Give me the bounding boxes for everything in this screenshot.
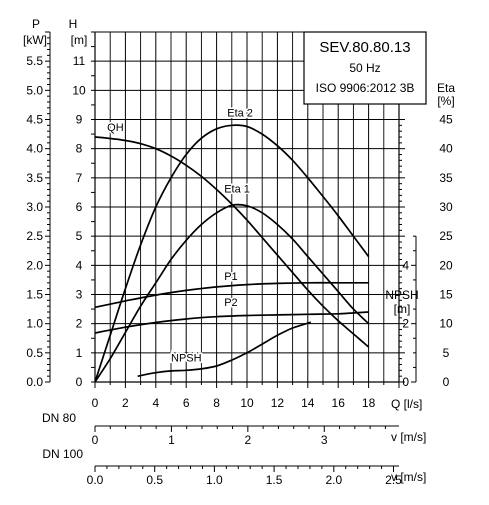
eta-tick-label: 35 xyxy=(439,171,453,185)
eta-tick-label: 15 xyxy=(439,288,453,302)
p-tick-label: 0.5 xyxy=(26,346,43,360)
eta-tick-label: 5 xyxy=(443,346,450,360)
q-tick-label: 10 xyxy=(240,396,254,410)
p-axis-unit: [kW] xyxy=(23,33,47,47)
p-tick-label: 4.0 xyxy=(26,142,43,156)
info-frequency: 50 Hz xyxy=(349,61,380,75)
q-tick-label: 4 xyxy=(152,396,159,410)
velocity-tick-label: 2.0 xyxy=(325,473,342,487)
h-tick-label: 10 xyxy=(72,83,86,97)
p-tick-label: 1.5 xyxy=(26,288,43,302)
curve-label-p1: P1 xyxy=(224,271,237,283)
dn80-label: DN 80 xyxy=(42,411,76,425)
velocity-tick-label: 1.0 xyxy=(206,473,223,487)
q-tick-label: 12 xyxy=(271,396,285,410)
velocity-tick-label: 0.5 xyxy=(146,473,163,487)
npsh-axis-unit: [m] xyxy=(394,302,411,316)
q-tick-label: 6 xyxy=(183,396,190,410)
velocity-tick-label: 0 xyxy=(92,433,99,447)
h-tick-label: 8 xyxy=(76,142,83,156)
h-tick-label: 6 xyxy=(76,200,83,214)
curve-label-eta-1: Eta 1 xyxy=(224,183,250,195)
eta-tick-label: 10 xyxy=(439,317,453,331)
p-tick-label: 2.5 xyxy=(26,229,43,243)
q-tick-label: 8 xyxy=(213,396,220,410)
info-model: SEV.80.80.13 xyxy=(319,39,410,56)
eta-tick-label: 30 xyxy=(439,200,453,214)
p-tick-label: 5.0 xyxy=(26,83,43,97)
q-tick-label: 2 xyxy=(122,396,129,410)
p-tick-label: 2.0 xyxy=(26,258,43,272)
velocity-tick-label: 2 xyxy=(244,433,251,447)
q-tick-label: 18 xyxy=(362,396,376,410)
npsh-tick-label: 0 xyxy=(402,375,409,389)
dn100-velocity-label: v [m/s] xyxy=(391,470,426,484)
curve-eta-1 xyxy=(94,203,370,383)
curve-label-npsh: NPSH xyxy=(171,353,202,365)
p-tick-label: 3.5 xyxy=(26,171,43,185)
curve-label-qh: QH xyxy=(107,122,124,134)
eta-axis-title: Eta xyxy=(437,81,455,95)
h-tick-label: 7 xyxy=(76,171,83,185)
h-tick-label: 5 xyxy=(76,229,83,243)
h-axis-unit: [m] xyxy=(71,33,88,47)
h-tick-label: 1 xyxy=(76,346,83,360)
p-tick-label: 0.0 xyxy=(26,375,43,389)
velocity-tick-label: 1 xyxy=(168,433,175,447)
eta-tick-label: 40 xyxy=(439,142,453,156)
velocity-tick-label: 0.0 xyxy=(87,473,104,487)
eta-tick-label: 0 xyxy=(443,375,450,389)
curve-p1 xyxy=(94,281,369,309)
h-tick-label: 9 xyxy=(76,113,83,127)
npsh-tick-label: 4 xyxy=(402,258,409,272)
h-tick-label: 11 xyxy=(73,54,86,68)
velocity-tick-label: 1.5 xyxy=(266,473,283,487)
curve-npsh xyxy=(137,321,312,378)
curve-label-p2: P2 xyxy=(224,297,237,309)
axes: 0.00.51.01.52.02.53.03.54.04.55.05.50123… xyxy=(26,31,453,487)
info-standard: ISO 9906:2012 3B xyxy=(316,81,415,95)
eta-tick-label: 20 xyxy=(439,258,453,272)
q-tick-label: 0 xyxy=(92,396,99,410)
curve-p2 xyxy=(94,311,369,334)
p-tick-label: 3.0 xyxy=(26,200,43,214)
dn100-label: DN 100 xyxy=(42,447,83,461)
grid xyxy=(94,31,400,383)
info-box: SEV.80.80.13 50 Hz ISO 9906:2012 3B xyxy=(303,31,427,105)
p-tick-label: 4.5 xyxy=(26,113,43,127)
q-tick-label: 16 xyxy=(332,396,346,410)
eta-tick-label: 45 xyxy=(439,113,453,127)
npsh-axis-title: NPSH xyxy=(385,288,418,302)
q-axis-label: Q [l/s] xyxy=(391,397,422,411)
p-tick-label: 1.0 xyxy=(26,317,43,331)
eta-tick-label: 25 xyxy=(439,229,453,243)
q-tick-label: 14 xyxy=(301,396,315,410)
curve-qh xyxy=(94,136,370,348)
h-tick-label: 2 xyxy=(76,317,83,331)
h-tick-label: 4 xyxy=(76,258,83,272)
npsh-tick-label: 2 xyxy=(402,317,409,331)
p-axis-title: P xyxy=(32,17,40,31)
velocity-tick-label: 3 xyxy=(321,433,328,447)
velocity-tick-label: 2.5 xyxy=(385,473,402,487)
eta-axis-unit: [%] xyxy=(437,94,454,108)
axis-titles: P [kW] H [m] Eta [%] NPSH [m] Q [l/s] DN… xyxy=(23,17,455,484)
p-tick-label: 5.5 xyxy=(26,54,43,68)
h-axis-title: H xyxy=(69,17,78,31)
h-tick-label: 3 xyxy=(76,288,83,302)
curves: QH Eta 2 Eta 1 P1 P2 NPSH xyxy=(94,106,370,383)
curve-eta-2 xyxy=(94,124,370,383)
dn80-velocity-label: v [m/s] xyxy=(391,430,426,444)
curve-label-eta-2: Eta 2 xyxy=(227,108,253,120)
h-tick-label: 0 xyxy=(76,375,83,389)
